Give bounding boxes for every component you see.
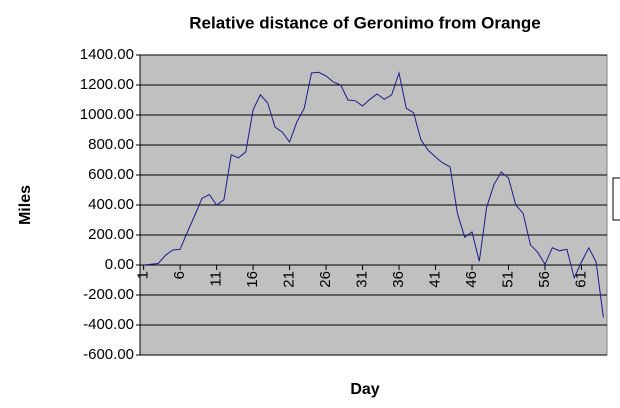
x-tick-label: 46 — [463, 271, 480, 288]
x-tick-label: 61 — [572, 271, 589, 288]
x-axis-title: Day — [350, 381, 379, 398]
chart-title: Relative distance of Geronimo from Orang… — [189, 13, 540, 32]
x-tick-label: 11 — [208, 271, 225, 287]
y-tick-label: -600.00 — [83, 346, 134, 363]
x-tick-label: 21 — [281, 271, 298, 288]
x-tick-label: 6 — [171, 271, 188, 279]
y-tick-label: 600.00 — [88, 166, 134, 183]
y-tick-label: 200.00 — [88, 226, 134, 243]
y-tick-label: 1000.00 — [80, 106, 134, 123]
legend-edge — [612, 177, 620, 221]
y-tick-label: 400.00 — [88, 196, 134, 213]
x-tick-label: 56 — [536, 271, 553, 288]
x-tick-label: 41 — [426, 271, 443, 288]
y-axis-title: Miles — [17, 185, 34, 225]
y-tick-label: -200.00 — [83, 286, 134, 303]
x-tick-label: 51 — [499, 271, 516, 288]
y-tick-label: 1400.00 — [80, 46, 134, 63]
y-tick-label: 1200.00 — [80, 76, 134, 93]
series-line — [143, 71, 604, 318]
x-tick-label: 31 — [354, 271, 371, 288]
x-tick-label: 1 — [135, 271, 152, 279]
y-tick-label: 0.00 — [105, 256, 134, 273]
y-tick-label: 800.00 — [88, 136, 134, 153]
x-tick-label: 26 — [317, 271, 334, 288]
x-tick-label: 36 — [390, 271, 407, 288]
x-tick-label: 16 — [244, 271, 261, 288]
y-tick-label: -400.00 — [83, 316, 134, 333]
